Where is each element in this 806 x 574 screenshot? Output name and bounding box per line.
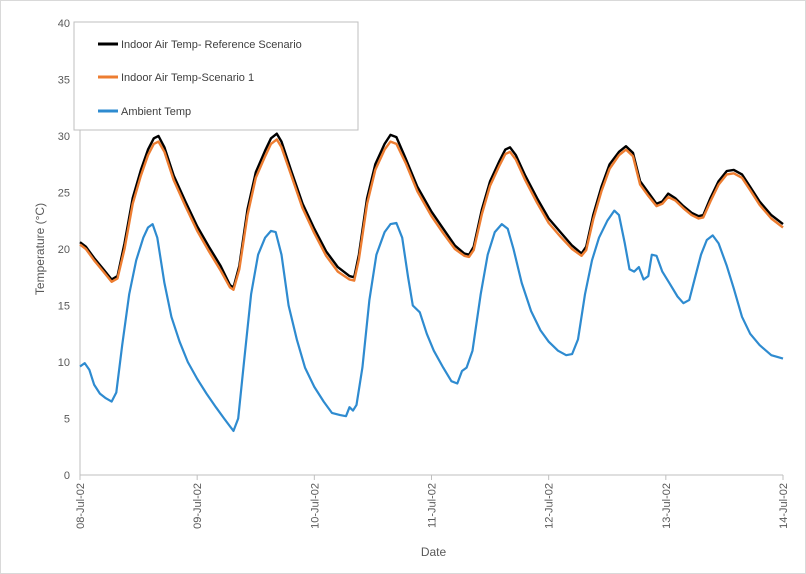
- x-tick-label: 14-Jul-02: [778, 483, 790, 529]
- legend-item-ambient: Ambient Temp: [98, 106, 191, 118]
- x-tick-label: 08-Jul-02: [75, 483, 87, 529]
- x-tick-label: 11-Jul-02: [427, 483, 439, 528]
- series-layer: [79, 132, 784, 432]
- y-tick-label: 0: [64, 470, 70, 482]
- x-tick-label: 12-Jul-02: [544, 483, 556, 529]
- y-tick-label: 10: [58, 357, 70, 369]
- legend-item-scenario-1: Indoor Air Temp-Scenario 1: [98, 72, 254, 84]
- x-tick-label: 09-Jul-02: [192, 483, 204, 529]
- y-tick-label: 25: [58, 188, 70, 200]
- x-tick-label: 10-Jul-02: [309, 483, 321, 529]
- y-tick-label: 5: [64, 414, 70, 426]
- y-tick-label: 35: [58, 75, 70, 87]
- y-tick-label: 20: [58, 244, 70, 256]
- y-tick-label: 30: [58, 131, 70, 143]
- legend-item-reference: Indoor Air Temp- Reference Scenario: [98, 39, 302, 51]
- legend: Indoor Air Temp- Reference Scenario Indo…: [73, 21, 359, 131]
- legend-label-ambient: Ambient Temp: [121, 106, 191, 118]
- y-tick-label: 40: [58, 18, 70, 30]
- series-line-reference: [79, 132, 784, 289]
- x-tick-label: 13-Jul-02: [661, 483, 673, 529]
- series-line-ambient: [79, 209, 784, 432]
- x-axis-title: Date: [421, 545, 447, 559]
- legend-label-scenario-1: Indoor Air Temp-Scenario 1: [121, 72, 254, 84]
- legend-box: [73, 21, 359, 131]
- y-tick-label: 15: [58, 301, 70, 313]
- x-axis: 08-Jul-02 09-Jul-02 10-Jul-02 11-Jul-02 12-J…: [75, 474, 790, 529]
- legend-label-reference: Indoor Air Temp- Reference Scenario: [121, 39, 302, 51]
- y-axis-title: Temperature (°C): [33, 203, 47, 295]
- series-line-scenario-1: [79, 138, 784, 291]
